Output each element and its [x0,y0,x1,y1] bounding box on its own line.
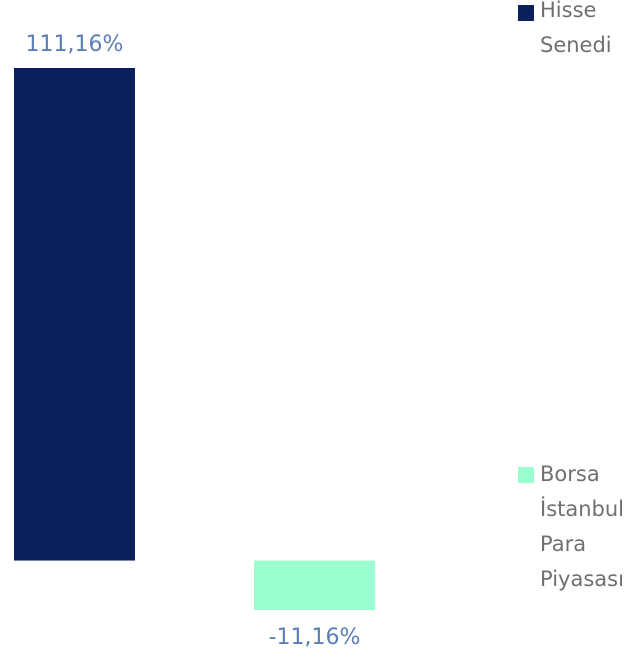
data-labels-group: 111,16% -11,16% [26,32,361,650]
bar-hisse-senedi [14,68,135,561]
legend-label-line: Para [540,532,587,556]
legend-label-borsa-istanbul-para-piyasasi: Borsa İstanbul Para Piyasası [540,457,640,597]
bars-group [14,68,375,610]
legend-label-line: Piyasası [540,567,624,591]
bar-borsa-istanbul-para-piyasasi [254,560,375,610]
legend-label-line: Senedi [540,33,612,57]
legend-swatch-hisse-senedi [518,5,534,21]
data-label-hisse-senedi: 111,16% [26,32,124,57]
legend-label-line: Hisse [540,0,597,22]
legend-item-hisse-senedi: Hisse Senedi [518,0,640,63]
legend-label-line: Borsa [540,462,600,486]
data-label-borsa-istanbul-para-piyasasi: -11,16% [269,625,361,650]
legend-swatch-borsa-istanbul-para-piyasasi [518,467,534,483]
legend-label-line: İstanbul [540,497,625,521]
legend-label-hisse-senedi: Hisse Senedi [540,0,640,63]
legend-item-borsa-istanbul-para-piyasasi: Borsa İstanbul Para Piyasası [518,462,640,597]
